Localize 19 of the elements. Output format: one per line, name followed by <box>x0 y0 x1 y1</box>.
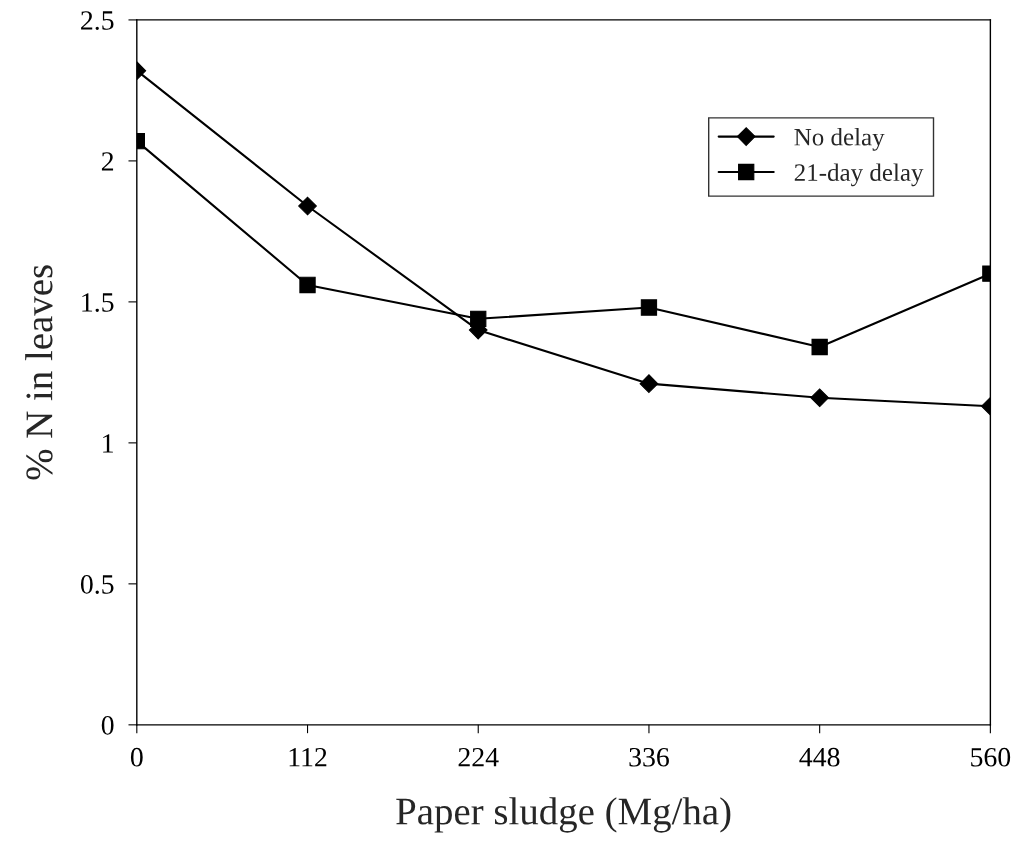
y-tick-label: 2.5 <box>81 11 114 30</box>
y-tick-label: 2 <box>101 152 114 171</box>
y-tick-label: 1 <box>103 434 113 453</box>
legend-label: No delay <box>794 128 885 151</box>
x-tick-label: 112 <box>289 747 327 767</box>
y-tick-label: 0 <box>101 716 114 735</box>
x-tick-label: 448 <box>799 747 840 767</box>
x-tick-label: 336 <box>629 747 669 767</box>
x-tick-label: 224 <box>458 747 499 767</box>
x-tick-label: 0 <box>130 747 143 767</box>
point <box>640 299 658 316</box>
y-tick-label: 1.5 <box>82 293 114 312</box>
x-axis-title: Paper sludge (Mg/ha) <box>396 797 731 833</box>
x-tick-label: 560 <box>971 747 1011 767</box>
point <box>639 374 659 394</box>
y-tick-label: 0.5 <box>80 575 114 594</box>
y-axis-title: % N in leaves <box>25 265 53 480</box>
legend-label: 21-day delay <box>794 163 924 187</box>
point <box>470 310 487 327</box>
